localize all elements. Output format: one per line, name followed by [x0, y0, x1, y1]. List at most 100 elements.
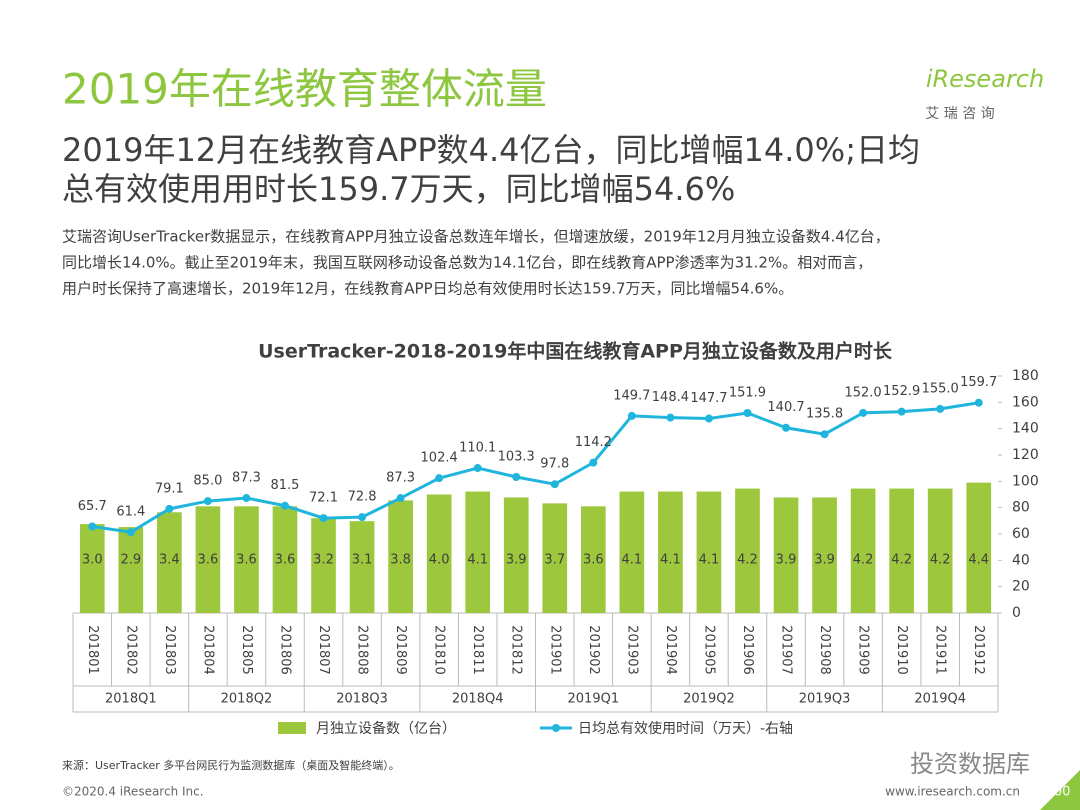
line-point	[435, 474, 444, 483]
bar-value-label: 4.2	[737, 553, 758, 568]
logo-cn: 艾 瑞 咨 询	[925, 106, 994, 122]
line-value-label: 102.4	[421, 451, 458, 466]
quarter-label: 2018Q3	[336, 692, 388, 707]
bar	[850, 488, 876, 613]
bar-value-label: 3.0	[82, 553, 103, 568]
x-tick-label: 201810	[432, 625, 447, 675]
x-tick-label: 201803	[162, 625, 177, 675]
logo: iResearch	[926, 65, 1044, 93]
bar	[272, 506, 298, 613]
line-point	[704, 414, 713, 423]
line-point	[126, 528, 135, 537]
bar	[157, 512, 182, 613]
line-value-label: 97.8	[540, 457, 569, 472]
bar-value-label: 4.2	[891, 553, 912, 568]
line-point	[974, 398, 983, 407]
line-point	[782, 423, 791, 432]
quarter-label: 2018Q1	[105, 692, 157, 707]
bar	[388, 500, 413, 613]
bar	[658, 491, 683, 613]
bar-value-label: 3.9	[776, 553, 797, 568]
x-tick-label: 201811	[470, 625, 485, 675]
bar-value-label: 4.1	[660, 553, 681, 568]
bar	[696, 491, 722, 613]
x-tick-label: 201904	[663, 625, 678, 675]
bar-value-label: 4.2	[930, 553, 951, 568]
bar	[118, 527, 144, 613]
bar	[426, 494, 452, 613]
y2-tick-label: 0	[1012, 605, 1021, 621]
bar-value-label: 4.0	[429, 553, 450, 568]
y2-tick-label: 40	[1012, 552, 1030, 568]
x-tick-label: 201912	[971, 625, 986, 675]
line-point	[203, 497, 212, 506]
line-value-label: 87.3	[386, 471, 415, 486]
line-value-label: 85.0	[193, 474, 222, 489]
legend-label: 日均总有效使用时间（万天）-右轴	[578, 720, 793, 737]
line-point	[820, 430, 829, 439]
bar-value-label: 4.2	[853, 553, 874, 568]
x-tick-label: 201901	[547, 625, 562, 675]
line-value-label: 159.7	[960, 375, 997, 390]
bar-value-label: 4.1	[699, 553, 720, 568]
x-tick-label: 201907	[779, 625, 794, 675]
line-point	[280, 501, 289, 510]
y2-tick-label: 140	[1012, 421, 1039, 437]
x-tick-label: 201809	[393, 625, 408, 675]
line-point	[512, 472, 521, 481]
x-tick-label: 201909	[856, 625, 871, 675]
bar	[311, 518, 336, 613]
x-tick-label: 201804	[200, 625, 215, 675]
y2-tick-label: 160	[1012, 394, 1039, 410]
page-title: 2019年在线教育整体流量	[62, 65, 547, 114]
bar	[812, 497, 837, 613]
bar-value-label: 3.8	[390, 553, 411, 568]
bar-value-label: 4.1	[622, 553, 643, 568]
line-value-label: 147.7	[690, 391, 727, 406]
body-text: 同比增长14.0%。截止至2019年末，我国互联网移动设备总数为14.1亿台，即…	[62, 254, 872, 272]
x-tick-label: 201807	[316, 625, 331, 675]
line-point	[319, 514, 328, 523]
bar-value-label: 3.7	[544, 553, 565, 568]
line-value-label: 72.1	[309, 491, 338, 506]
copyright: ©2020.4 iResearch Inc.	[62, 785, 204, 799]
bar	[465, 491, 491, 613]
y2-tick-label: 80	[1012, 500, 1030, 516]
line-point	[589, 458, 598, 467]
line-value-label: 114.2	[575, 435, 612, 450]
bar	[234, 506, 259, 613]
bar	[542, 503, 568, 613]
line-value-label: 65.7	[78, 499, 107, 514]
chart-title: UserTracker-2018-2019年中国在线教育APP月独立设备数及用户…	[258, 340, 893, 363]
legend-swatch	[552, 724, 560, 732]
bar	[735, 488, 760, 613]
quarter-label: 2019Q1	[568, 692, 620, 707]
bar	[79, 524, 105, 613]
bar-value-label: 3.4	[159, 553, 180, 568]
x-tick-label: 201806	[277, 625, 292, 675]
line-point	[88, 522, 97, 531]
line-value-label: 87.3	[232, 471, 261, 486]
line-point	[242, 494, 251, 503]
x-tick-label: 201903	[624, 625, 639, 675]
x-tick-label: 201805	[239, 625, 254, 675]
line-value-label: 149.7	[613, 388, 650, 403]
line-value-label: 152.0	[844, 385, 881, 400]
bar-value-label: 4.4	[968, 553, 989, 568]
quarter-label: 2019Q2	[683, 692, 735, 707]
bar-value-label: 3.6	[583, 553, 604, 568]
line-value-label: 155.0	[922, 381, 959, 396]
line-value-label: 140.7	[767, 400, 804, 415]
line-point	[396, 494, 405, 503]
bar-value-label: 3.1	[352, 553, 373, 568]
x-tick-label: 201910	[894, 625, 909, 675]
x-tick-label: 201801	[85, 625, 100, 675]
bar	[195, 506, 221, 613]
source: 来源：UserTracker 多平台网民行为监测数据库（桌面及智能终端）。	[62, 758, 400, 772]
line-value-label: 61.4	[116, 505, 145, 520]
bar	[966, 482, 992, 613]
line-value-label: 81.5	[271, 478, 300, 493]
body-text: 艾瑞咨询UserTracker数据显示，在线教育APP月独立设备总数连年增长，但…	[62, 228, 890, 246]
bar-value-label: 3.2	[313, 553, 334, 568]
